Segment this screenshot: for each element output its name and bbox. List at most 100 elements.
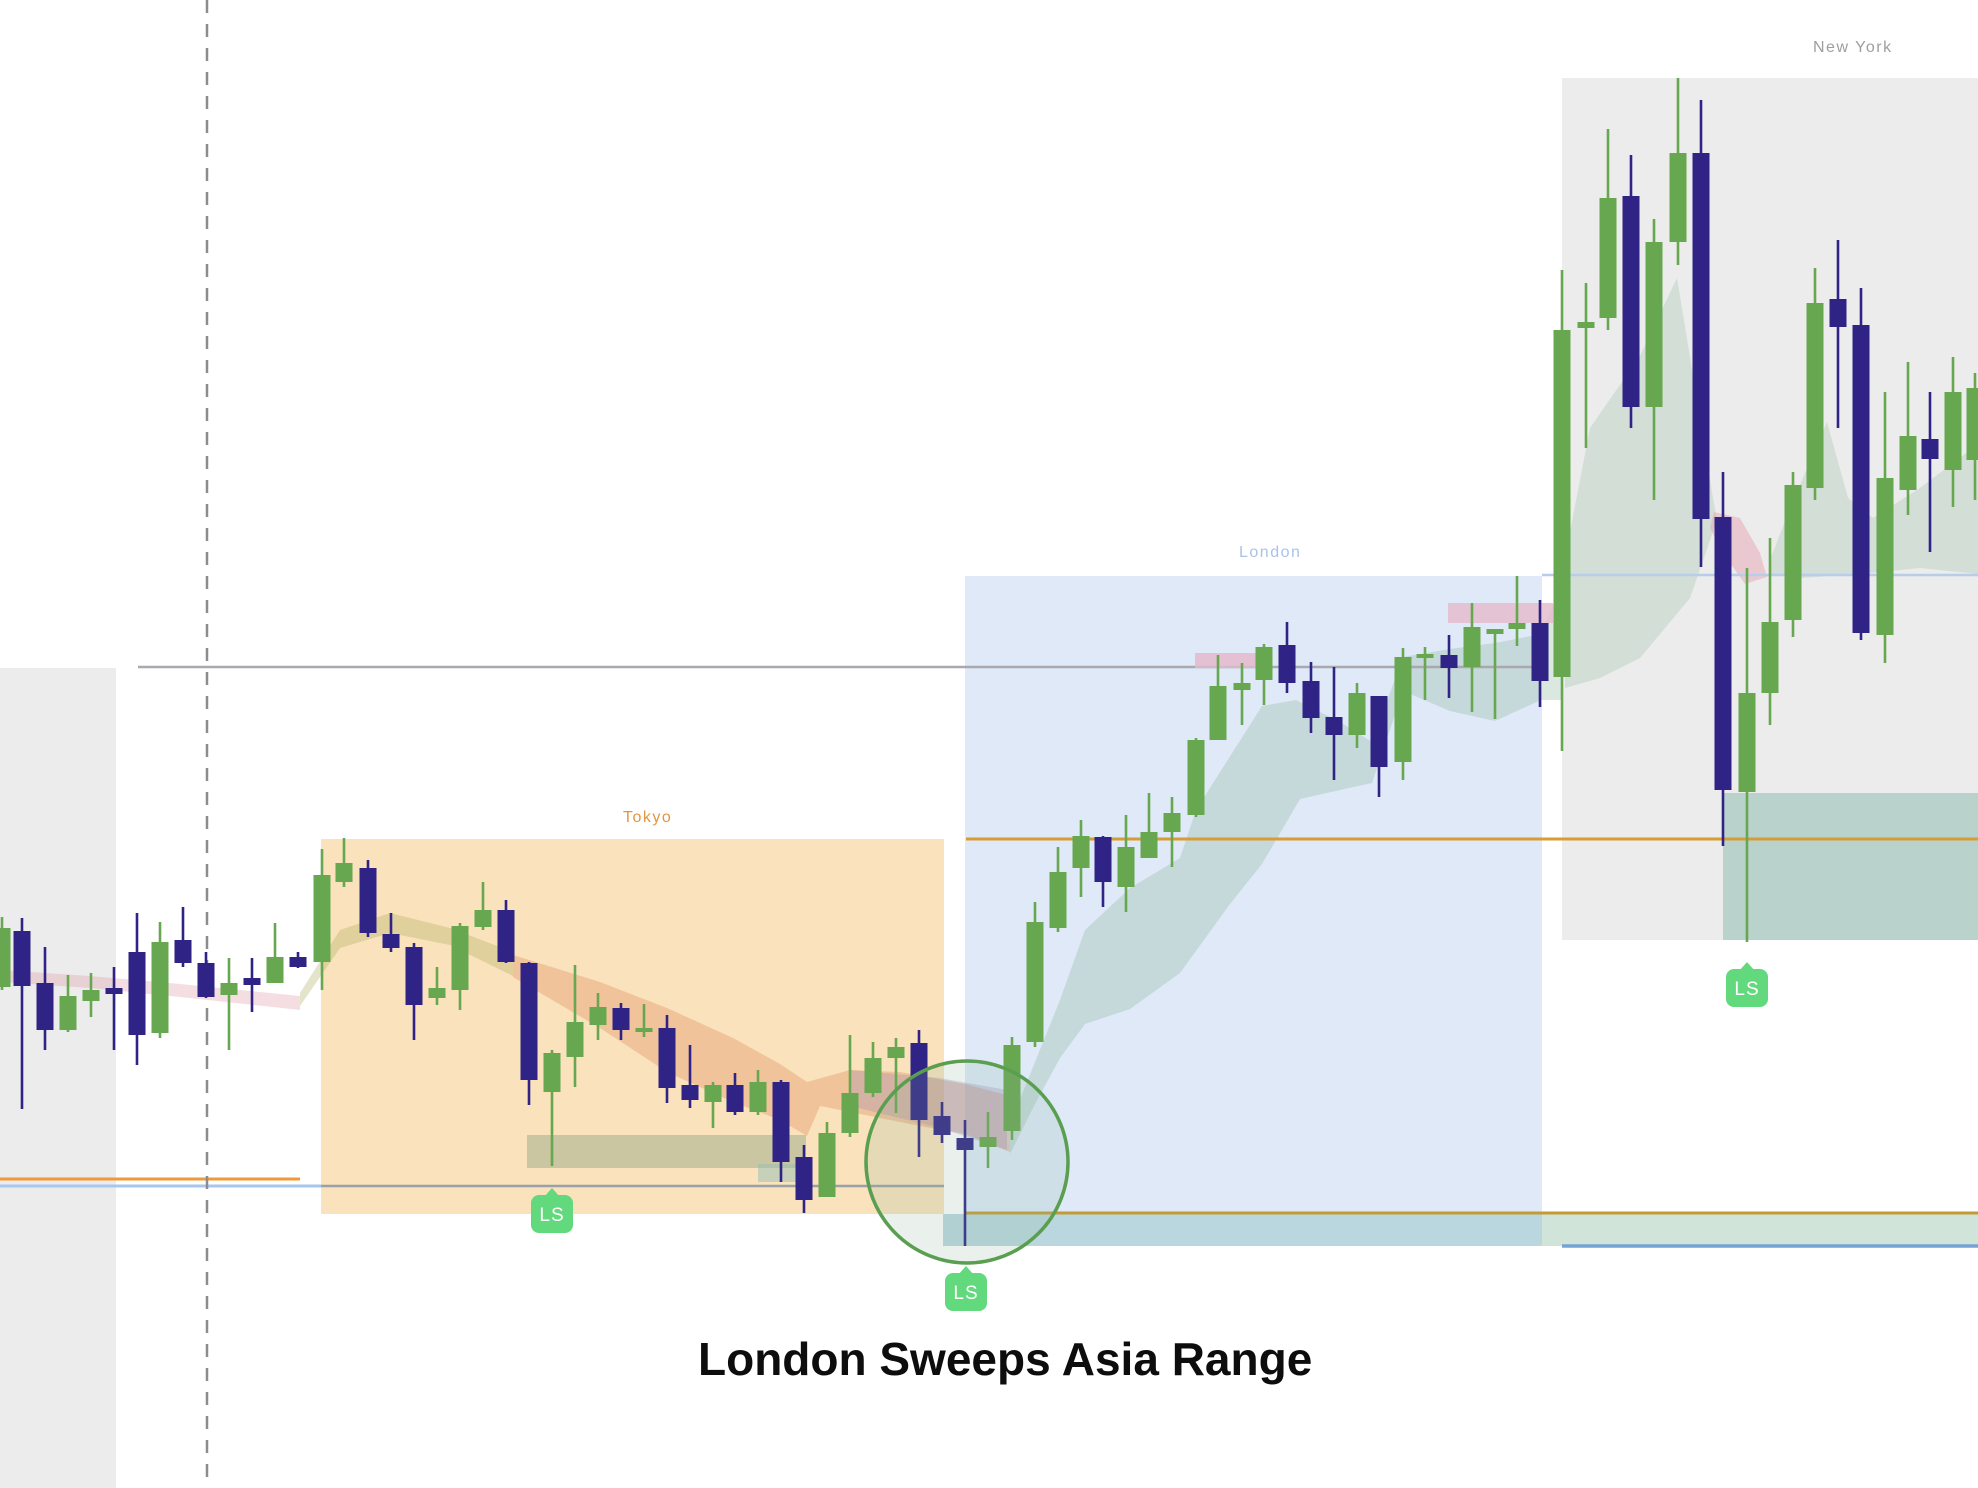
asia-low-zone [527,1135,806,1168]
candle-body [1463,627,1481,667]
candle-body [1738,693,1756,792]
candle-body [243,978,261,985]
candle-body [1944,392,1962,470]
ls-badge-newyork-label: LS [1734,979,1759,1000]
candle-body [1577,322,1595,328]
candle-body [1645,242,1663,407]
session-tokyo [321,839,944,1214]
candle-body [1806,303,1824,488]
candle-body [864,1058,882,1093]
session-prev [0,668,116,1488]
candle-body [635,1028,653,1032]
candle-body [13,931,31,986]
candle-body [1508,623,1526,629]
candle-body [405,947,423,1005]
candle-body [1761,622,1779,693]
candle-body [772,1082,790,1162]
candle-body [1852,325,1870,633]
candle-body [497,910,515,962]
ls-badge-tokyo[interactable] [531,1195,573,1233]
candle-body [887,1047,905,1058]
candle-body [335,863,353,882]
candle-body [1117,847,1135,887]
candle-body [1531,623,1549,681]
resistance-box-2 [1448,603,1553,623]
candle-body [174,940,192,963]
candle-body [704,1085,722,1102]
session-tokyo-label: Tokyo [623,809,672,826]
ls-badge-tokyo-label: LS [539,1205,564,1226]
candle-body [1553,330,1571,677]
candle-body [474,910,492,927]
candle-body [1921,439,1939,459]
candle-body [1302,681,1320,718]
ls-badge-london[interactable] [945,1273,987,1311]
candle-body [0,928,11,987]
candle-body [359,868,377,933]
candle-body [1394,657,1412,762]
candle-body [910,1043,928,1120]
candle-body [749,1082,767,1112]
candle-body [128,952,146,1035]
candle-body [313,875,331,962]
candle-body [382,934,400,948]
chart-caption: London Sweeps Asia Range [698,1333,1313,1385]
london-sweep-zone-ext [1542,1214,1978,1246]
ls-badge-newyork[interactable] [1726,969,1768,1007]
candle-body [520,963,538,1080]
candle-body [1325,717,1343,735]
candle-body [1255,647,1273,680]
candle-body [933,1116,951,1135]
candle-body [841,1093,859,1133]
ma-ribbon-pink-left [0,970,300,1010]
candle-body [795,1157,813,1200]
candle-body [451,926,469,990]
candle-body [82,990,100,1001]
candle-body [36,983,54,1030]
candle-body [220,983,238,995]
candle-body [1026,922,1044,1042]
candle-body [1784,485,1802,620]
candle-body [151,942,169,1033]
candle-body [266,957,284,983]
candle-body [1348,693,1366,735]
candle-body [1486,629,1504,634]
session-london-label: London [1239,544,1301,561]
candle-body [1899,436,1917,490]
ls-badge-london-arrow-icon [958,1266,974,1275]
candle-body [1370,696,1388,767]
resistance-box-1 [1195,653,1257,668]
candle-body [1049,872,1067,928]
candle-body [1829,299,1847,327]
newyork-sweep-zone [1723,793,1978,940]
candle-body [105,988,123,994]
candle-body [428,988,446,998]
session-newyork-label: New York [1813,39,1893,56]
candle-body [1966,388,1978,460]
candle-body [1187,740,1205,815]
candle-body [1599,198,1617,318]
candle-body [1622,196,1640,407]
candle-body [979,1137,997,1147]
candle-body [566,1022,584,1057]
candle-body [1876,478,1894,635]
candle-body [1094,837,1112,882]
candle-body [681,1085,699,1100]
candle-body [1003,1045,1021,1131]
candle-body [1072,836,1090,868]
candle-body [1233,683,1251,690]
candle-body [1416,654,1434,658]
candle-body [612,1008,630,1030]
candle-body [197,963,215,997]
candle-body [1669,153,1687,242]
candle-body [59,996,77,1030]
candle-body [818,1133,836,1197]
candle-body [289,957,307,967]
candle-body [1440,655,1458,668]
ls-badge-tokyo-arrow-icon [544,1188,560,1197]
ma-ribbon-purple [850,1070,1007,1150]
candle-body [956,1138,974,1150]
sweep-highlight-circle [864,1059,1070,1265]
